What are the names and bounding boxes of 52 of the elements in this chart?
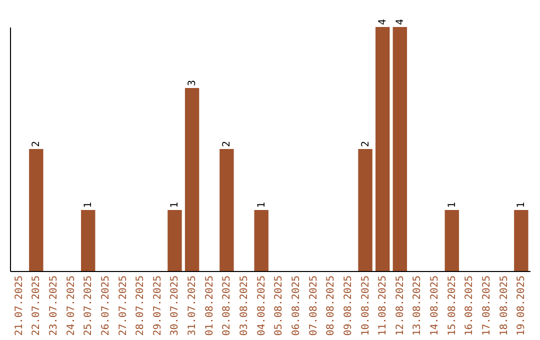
x-tick-label: 21.07.2025 <box>14 276 25 336</box>
data-label: 3 <box>187 80 198 86</box>
x-tick-label: 14.08.2025 <box>430 276 441 336</box>
x-tick-label: 18.08.2025 <box>498 276 510 336</box>
x-tick-label: 16.08.2025 <box>464 276 476 336</box>
x-tick-label: 24.07.2025 <box>66 276 77 336</box>
data-label: 1 <box>256 202 268 208</box>
bar <box>220 149 234 271</box>
bar <box>254 210 268 271</box>
x-tick-label: 26.07.2025 <box>100 276 112 336</box>
bar <box>168 210 182 271</box>
x-tick-label: 27.07.2025 <box>118 276 129 336</box>
x-tick-label: 04.08.2025 <box>256 276 268 336</box>
bar <box>81 210 96 271</box>
x-tick-label: 30.07.2025 <box>170 276 181 336</box>
x-tick-label: 02.08.2025 <box>222 276 233 336</box>
data-label: 4 <box>378 18 389 25</box>
x-tick-label: 11.08.2025 <box>378 276 389 336</box>
x-tick-label: 25.07.2025 <box>83 276 94 336</box>
bar <box>358 149 372 271</box>
bar <box>29 149 44 271</box>
bar <box>444 210 459 271</box>
x-tick-label: 31.07.2025 <box>187 276 198 336</box>
x-tick-label: 29.07.2025 <box>152 276 164 336</box>
x-tick-label: 28.07.2025 <box>135 276 146 336</box>
x-tick-label: 22.07.2025 <box>31 276 42 336</box>
x-tick-label: 15.08.2025 <box>446 276 458 336</box>
data-label: 1 <box>446 202 458 208</box>
x-tick-label: 12.08.2025 <box>394 276 406 336</box>
x-tick-label: 13.08.2025 <box>412 276 424 336</box>
data-label: 4 <box>394 18 406 25</box>
x-tick-label: 08.08.2025 <box>326 276 337 336</box>
x-tick-label: 06.08.2025 <box>290 276 302 336</box>
data-label: 1 <box>170 202 181 208</box>
data-label: 2 <box>222 140 233 147</box>
x-tick-label: 03.08.2025 <box>239 276 250 336</box>
data-label: 2 <box>31 140 42 147</box>
data-label: 1 <box>83 202 94 208</box>
x-tick-label: 17.08.2025 <box>482 276 493 336</box>
x-tick-label: 19.08.2025 <box>516 276 528 336</box>
bar <box>375 27 390 271</box>
data-label: 1 <box>516 202 528 208</box>
data-label: 2 <box>360 140 372 147</box>
bar <box>514 210 528 271</box>
bar <box>392 27 408 271</box>
x-tick-label: 10.08.2025 <box>360 276 372 336</box>
x-tick-label: 23.07.2025 <box>48 276 60 336</box>
x-tick-label: 09.08.2025 <box>342 276 354 336</box>
x-tick-label: 01.08.2025 <box>204 276 216 336</box>
bar <box>184 88 200 271</box>
x-tick-label: 05.08.2025 <box>274 276 285 336</box>
x-tick-label: 07.08.2025 <box>308 276 320 336</box>
